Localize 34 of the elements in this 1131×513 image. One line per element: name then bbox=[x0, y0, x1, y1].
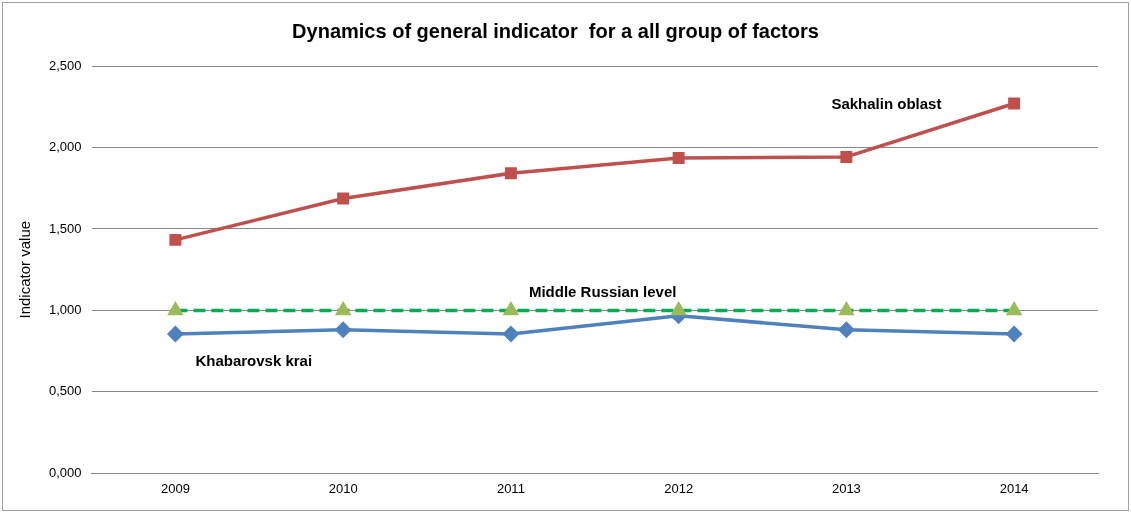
point bbox=[1006, 326, 1022, 342]
point bbox=[1007, 302, 1022, 316]
point bbox=[838, 322, 855, 338]
x-tick-label: 2012 bbox=[664, 480, 694, 496]
x-tick-label: 2011 bbox=[496, 480, 525, 496]
series-label: Sakhalin oblast bbox=[831, 95, 942, 113]
point bbox=[839, 302, 854, 316]
y-tick-label: 2,000 bbox=[48, 139, 82, 155]
x-tick-label: 2009 bbox=[160, 480, 190, 496]
y-tick-label: 2,500 bbox=[48, 57, 82, 73]
point bbox=[503, 326, 519, 342]
x-tick-label: 2010 bbox=[328, 480, 358, 496]
series-label: Middle Russian level bbox=[528, 282, 677, 300]
chart-title: Dynamics of general indicator for a all group of factors bbox=[292, 19, 819, 42]
point bbox=[167, 326, 184, 342]
x-tick-label: 2014 bbox=[999, 480, 1029, 496]
point bbox=[1008, 97, 1021, 110]
series-label: Khabarovsk krai bbox=[195, 352, 313, 370]
point bbox=[169, 233, 182, 246]
point bbox=[337, 192, 350, 205]
point bbox=[671, 302, 686, 316]
point bbox=[168, 302, 183, 316]
point bbox=[503, 302, 518, 316]
point bbox=[336, 302, 351, 316]
point bbox=[672, 152, 685, 165]
point bbox=[840, 150, 853, 163]
point bbox=[335, 322, 351, 338]
y-axis-title: Indicator value bbox=[16, 220, 34, 319]
x-tick-label: 2013 bbox=[831, 480, 861, 496]
y-tick-label: 1,000 bbox=[48, 302, 82, 318]
y-tick-label: 1,500 bbox=[48, 220, 82, 236]
y-tick-label: 0,500 bbox=[48, 383, 82, 399]
point bbox=[504, 167, 517, 180]
y-tick-label: 0,000 bbox=[48, 464, 82, 480]
